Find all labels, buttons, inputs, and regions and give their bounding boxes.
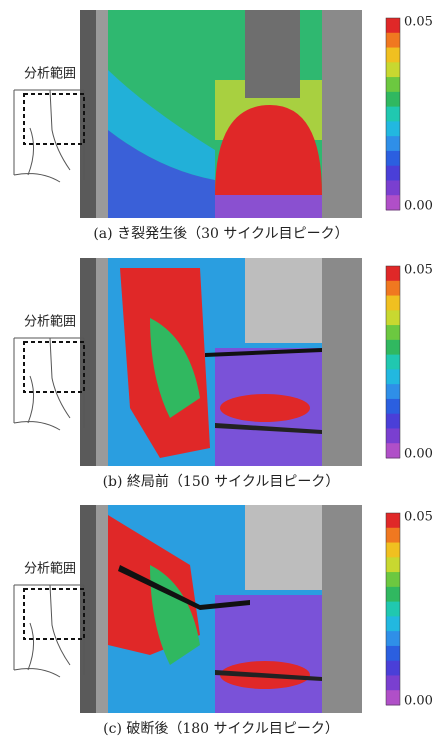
colorbar-segment: [386, 399, 400, 414]
colorbar-segment: [386, 48, 400, 63]
colorbar-segment: [386, 77, 400, 92]
colorbar-segment: [386, 281, 400, 296]
colorbar-segment: [386, 616, 400, 631]
colorbar-min: 0.00: [404, 199, 433, 214]
colorbar-segment: [386, 107, 400, 122]
colorbar-segment: [386, 121, 400, 136]
colorbar-segment: [386, 296, 400, 311]
colorbar-segment: [386, 92, 400, 107]
caption: (b) 終局前（150 サイクル目ピーク）: [103, 473, 340, 490]
field-red-lower: [220, 394, 310, 422]
colorbar-segment: [386, 62, 400, 77]
colorbar-segment: [386, 384, 400, 399]
right-block-texture: [245, 258, 322, 343]
slot: [245, 10, 300, 98]
colorbar-segment: [386, 18, 400, 33]
colorbar-segment: [386, 661, 400, 676]
colorbar-segment: [386, 572, 400, 587]
region-label: 分析範囲: [24, 67, 76, 82]
colorbar-segment: [386, 340, 400, 355]
right-steel: [322, 10, 362, 218]
colorbar-segment: [386, 513, 400, 528]
caption: (a) き裂発生後（30 サイクル目ピーク）: [93, 226, 348, 242]
colorbar-segment: [386, 355, 400, 370]
colorbar-segment: [386, 33, 400, 48]
colorbar-segment: [386, 151, 400, 166]
panel: 分析範囲 0.05 0.00 (a) き裂発生後（30 サイクル目ピーク）: [14, 10, 433, 242]
colorbar-segment: [386, 690, 400, 705]
region-label: 分析範囲: [24, 315, 76, 330]
left-edge: [96, 258, 108, 466]
colorbar-segment: [386, 166, 400, 181]
colorbar-segment: [386, 414, 400, 429]
colorbar-segment: [386, 180, 400, 195]
colorbar-segment: [386, 587, 400, 602]
left-edge: [96, 505, 108, 713]
colorbar-segment: [386, 675, 400, 690]
right-steel: [322, 258, 362, 466]
colorbar-segment: [386, 195, 400, 210]
panel: 分析範囲 0.05 0.00 (c) 破断後（180 サイクル目ピーク）: [14, 505, 433, 737]
colorbar-segment: [386, 631, 400, 646]
colorbar-segment: [386, 557, 400, 572]
colorbar-segment: [386, 543, 400, 558]
colorbar-min: 0.00: [404, 694, 433, 709]
field-purple: [215, 595, 322, 713]
colorbar-segment: [386, 325, 400, 340]
colorbar-min: 0.00: [404, 447, 433, 462]
colorbar-segment: [386, 136, 400, 151]
colorbar-segment: [386, 646, 400, 661]
region-label: 分析範囲: [24, 562, 76, 577]
colorbar-segment: [386, 602, 400, 617]
colorbar-max: 0.05: [404, 263, 433, 278]
colorbar-segment: [386, 443, 400, 458]
right-steel: [322, 505, 362, 713]
colorbar-max: 0.05: [404, 510, 433, 525]
colorbar-segment: [386, 369, 400, 384]
left-edge: [96, 10, 108, 218]
colorbar-segment: [386, 428, 400, 443]
figure: 分析範囲 0.05 0.00 (a) き裂発生後（30 サイクル目ピーク） 分析範囲 0.…: [0, 0, 443, 738]
caption: (c) 破断後（180 サイクル目ピーク）: [103, 721, 339, 737]
colorbar-segment: [386, 266, 400, 281]
colorbar-max: 0.05: [404, 15, 433, 30]
colorbar-segment: [386, 310, 400, 325]
colorbar-segment: [386, 528, 400, 543]
field-purple: [215, 195, 322, 218]
panel: 分析範囲 0.05 0.00 (b) 終局前（150 サイクル目ピーク）: [14, 258, 433, 490]
right-block-texture: [245, 505, 322, 590]
